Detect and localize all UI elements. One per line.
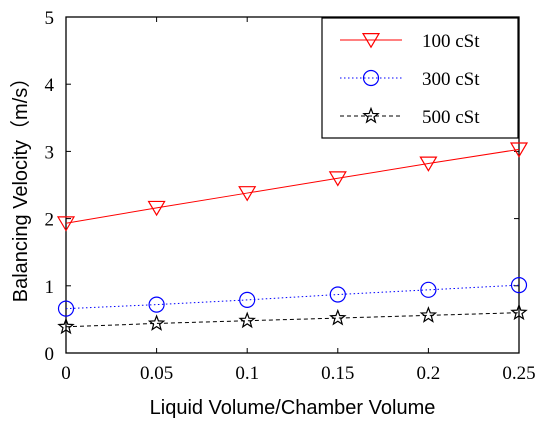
data-point	[56, 216, 76, 232]
data-point	[238, 311, 256, 329]
series-line	[65, 284, 520, 310]
plot-frame	[65, 16, 520, 354]
legend-entry: 300 cSt	[340, 69, 480, 90]
y-axis-label: Balancing Velocity（m/s）	[9, 68, 32, 303]
data-point	[419, 156, 438, 172]
legend-box	[321, 17, 519, 139]
legend-label: 100 cSt	[422, 31, 480, 52]
series-1	[57, 277, 528, 317]
data-point	[509, 142, 529, 158]
data-point	[510, 277, 528, 294]
legend-entry: 100 cSt	[340, 31, 480, 52]
series-2	[57, 303, 528, 335]
x-tick-label: 0.25	[502, 363, 535, 384]
axis-labels: Liquid Volume/Chamber Volume Balancing V…	[9, 68, 435, 419]
data-point	[329, 308, 347, 326]
data-point	[147, 314, 166, 331]
data-point	[238, 186, 257, 202]
series-line	[65, 148, 520, 224]
x-tick-label: 0.1	[235, 363, 259, 384]
legend-marker	[362, 69, 380, 87]
data-point	[148, 296, 165, 313]
legend-marker	[361, 33, 381, 49]
axis-ticks: 0 0.05 0.1 0.15 0.2 0.25 0 1 2 3 4 5	[45, 8, 536, 384]
series-group	[56, 142, 529, 335]
x-tick-label: 0.15	[321, 363, 354, 384]
x-axis-label: Liquid Volume/Chamber Volume	[150, 397, 436, 419]
x-tick-label: 0.2	[417, 363, 441, 384]
legend: 100 cSt 300 cSt 500 cSt	[321, 17, 519, 139]
legend-label: 500 cSt	[422, 107, 480, 128]
data-point	[420, 281, 437, 298]
data-point	[510, 303, 528, 321]
y-tick-label: 2	[45, 210, 55, 231]
data-point	[239, 291, 256, 309]
y-tick-label: 0	[45, 344, 55, 365]
legend-label: 300 cSt	[422, 69, 480, 90]
series-0	[56, 142, 529, 232]
data-point	[329, 286, 346, 303]
series-line	[65, 312, 520, 328]
x-tick-label: 0.05	[140, 363, 173, 384]
data-point	[328, 171, 347, 187]
legend-marker	[362, 106, 380, 124]
y-tick-label: 5	[45, 8, 55, 29]
plot-area	[65, 16, 520, 354]
data-point	[147, 200, 166, 217]
y-tick-label: 1	[45, 277, 55, 298]
y-tick-label: 3	[45, 142, 55, 163]
y-tick-label: 4	[45, 75, 55, 96]
data-point	[419, 306, 438, 323]
legend-entry: 500 cSt	[340, 106, 480, 128]
data-point	[57, 300, 75, 317]
data-point	[57, 317, 75, 335]
x-tick-label: 0	[61, 363, 71, 384]
